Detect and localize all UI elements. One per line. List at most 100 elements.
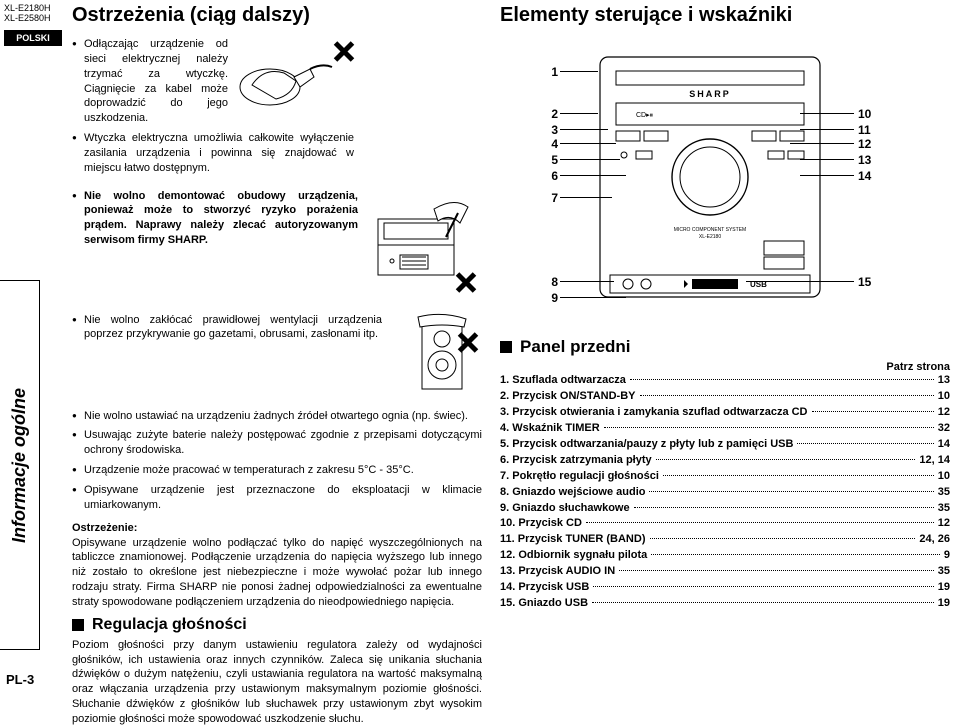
panel-item-label: 2. Przycisk ON/STAND-BY bbox=[500, 389, 636, 405]
bullet-item: Opisywane urządzenie jest przeznaczone d… bbox=[72, 483, 482, 513]
leader-line bbox=[560, 175, 626, 176]
warning-block-c: Nie wolno zakłócać prawidłowej wentylacj… bbox=[72, 313, 482, 403]
dot-leader bbox=[649, 491, 933, 492]
leader-line bbox=[560, 129, 608, 130]
callout-1: 1 bbox=[540, 65, 558, 79]
panel-item-label: 13. Przycisk AUDIO IN bbox=[500, 564, 615, 580]
panel-item-label: 3. Przycisk otwierania i zamykania szufl… bbox=[500, 405, 808, 421]
panel-item-page: 14 bbox=[938, 437, 950, 453]
device-drawing: SHARP CD▸⏸ bbox=[580, 47, 840, 307]
dot-leader bbox=[593, 586, 933, 587]
speaker-illustration bbox=[406, 313, 482, 403]
warning-label: Ostrzeżenie: bbox=[72, 522, 137, 534]
volume-regulation-text: Poziom głośności przy danym ustawieniu r… bbox=[72, 638, 482, 727]
dot-leader bbox=[592, 602, 934, 603]
panel-list-row: 3. Przycisk otwierania i zamykania szufl… bbox=[500, 405, 950, 421]
panel-item-page: 24, 26 bbox=[919, 532, 950, 548]
panel-item-page: 35 bbox=[938, 501, 950, 517]
panel-item-page: 12, 14 bbox=[919, 453, 950, 469]
square-bullet-icon bbox=[72, 619, 84, 631]
leader-line bbox=[560, 71, 598, 72]
svg-text:XL-E2180: XL-E2180 bbox=[699, 234, 721, 240]
panel-item-page: 13 bbox=[938, 373, 950, 389]
leader-line bbox=[560, 113, 598, 114]
dot-leader bbox=[586, 522, 934, 523]
panel-item-label: 15. Gniazdo USB bbox=[500, 596, 588, 612]
panel-item-page: 35 bbox=[938, 485, 950, 501]
panel-item-page: 35 bbox=[938, 564, 950, 580]
leader-line bbox=[790, 143, 854, 144]
dot-leader bbox=[640, 395, 934, 396]
panel-item-label: 8. Gniazdo wejściowe audio bbox=[500, 485, 645, 501]
panel-item-page: 12 bbox=[938, 516, 950, 532]
column-left: Ostrzeżenia (ciąg dalszy) Odłączając urz… bbox=[72, 4, 482, 689]
warning-text: Opisywane urządzenie wolno podłączać tyl… bbox=[72, 537, 482, 608]
content-area: Ostrzeżenia (ciąg dalszy) Odłączając urz… bbox=[66, 0, 960, 695]
bullet-list-c: Nie wolno zakłócać prawidłowej wentylacj… bbox=[72, 313, 382, 343]
callout-12: 12 bbox=[858, 137, 880, 151]
panel-list-row: 12. Odbiornik sygnału pilota 9 bbox=[500, 548, 950, 564]
dot-leader bbox=[651, 554, 940, 555]
bullet-item: Nie wolno ustawiać na urządzeniu żadnych… bbox=[72, 409, 482, 424]
panel-list-row: 8. Gniazdo wejściowe audio 35 bbox=[500, 485, 950, 501]
panel-list-row: 14. Przycisk USB 19 bbox=[500, 580, 950, 596]
volume-regulation-title: Regulacja głośności bbox=[92, 616, 247, 634]
bullet-list-a: Odłączając urządzenie od sieci elektrycz… bbox=[72, 37, 354, 176]
bullet-item: Usuwając zużyte baterie należy postępowa… bbox=[72, 428, 482, 458]
bullet-item: Urządzenie może pracować w temperaturach… bbox=[72, 463, 482, 478]
panel-item-page: 19 bbox=[938, 596, 950, 612]
panel-list-row: 9. Gniazdo słuchawkowe 35 bbox=[500, 501, 950, 517]
dot-leader bbox=[663, 475, 934, 476]
x-mark-icon bbox=[454, 271, 478, 295]
panel-item-page: 12 bbox=[938, 405, 950, 421]
panel-list-row: 7. Pokrętło regulacji głośności 10 bbox=[500, 469, 950, 485]
leader-line bbox=[560, 159, 620, 160]
panel-item-label: 4. Wskaźnik TIMER bbox=[500, 421, 600, 437]
panel-list-row: 1. Szuflada odtwarzacza 13 bbox=[500, 373, 950, 389]
leader-line bbox=[560, 297, 626, 298]
panel-item-page: 10 bbox=[938, 389, 950, 405]
leader-line bbox=[560, 281, 614, 282]
callout-6: 6 bbox=[540, 169, 558, 183]
callout-7: 7 bbox=[540, 191, 558, 205]
dot-leader bbox=[619, 570, 934, 571]
warning-block-b: Nie wolno demontować obudowy urządzenia,… bbox=[72, 189, 482, 295]
leader-line bbox=[800, 113, 854, 114]
column-right: Elementy sterujące i wskaźniki SHARP CD▸… bbox=[500, 4, 950, 689]
dot-leader bbox=[650, 538, 916, 539]
front-panel-head: Panel przedni bbox=[500, 337, 950, 357]
leader-line bbox=[560, 143, 616, 144]
panel-item-page: 10 bbox=[938, 469, 950, 485]
callout-5: 5 bbox=[540, 153, 558, 167]
leader-line bbox=[560, 197, 612, 198]
left-margin: XL-E2180H XL-E2580H POLSKI Informacje og… bbox=[0, 0, 66, 695]
page-number: PL-3 bbox=[6, 672, 34, 687]
bullet-item: Nie wolno zakłócać prawidłowej wentylacj… bbox=[72, 313, 382, 343]
callout-8: 8 bbox=[540, 275, 558, 289]
svg-text:MICRO COMPONENT SYSTEM: MICRO COMPONENT SYSTEM bbox=[674, 227, 746, 233]
panel-item-page: 9 bbox=[944, 548, 950, 564]
dot-leader bbox=[812, 411, 934, 412]
panel-list-row: 15. Gniazdo USB 19 bbox=[500, 596, 950, 612]
callout-9: 9 bbox=[540, 291, 558, 305]
leader-line bbox=[800, 129, 854, 130]
bullet-list-d: Nie wolno ustawiać na urządzeniu żadnych… bbox=[72, 409, 482, 513]
leader-line bbox=[800, 159, 854, 160]
panel-list-row: 4. Wskaźnik TIMER 32 bbox=[500, 421, 950, 437]
panel-list-row: 13. Przycisk AUDIO IN 35 bbox=[500, 564, 950, 580]
callout-15: 15 bbox=[858, 275, 880, 289]
model-codes: XL-E2180H XL-E2580H bbox=[0, 4, 66, 24]
panel-list-row: 11. Przycisk TUNER (BAND) 24, 26 bbox=[500, 532, 950, 548]
panel-item-label: 7. Pokrętło regulacji głośności bbox=[500, 469, 659, 485]
language-badge: POLSKI bbox=[4, 30, 62, 46]
dot-leader bbox=[604, 427, 934, 428]
panel-item-label: 9. Gniazdo słuchawkowe bbox=[500, 501, 630, 517]
panel-item-label: 14. Przycisk USB bbox=[500, 580, 589, 596]
panel-item-label: 12. Odbiornik sygnału pilota bbox=[500, 548, 647, 564]
panel-list-row: 10. Przycisk CD 12 bbox=[500, 516, 950, 532]
leader-line bbox=[800, 175, 854, 176]
dot-leader bbox=[797, 443, 933, 444]
panel-list-row: 5. Przycisk odtwarzania/pauzy z płyty lu… bbox=[500, 437, 950, 453]
callout-10: 10 bbox=[858, 107, 880, 121]
model-code-2: XL-E2580H bbox=[4, 14, 66, 24]
